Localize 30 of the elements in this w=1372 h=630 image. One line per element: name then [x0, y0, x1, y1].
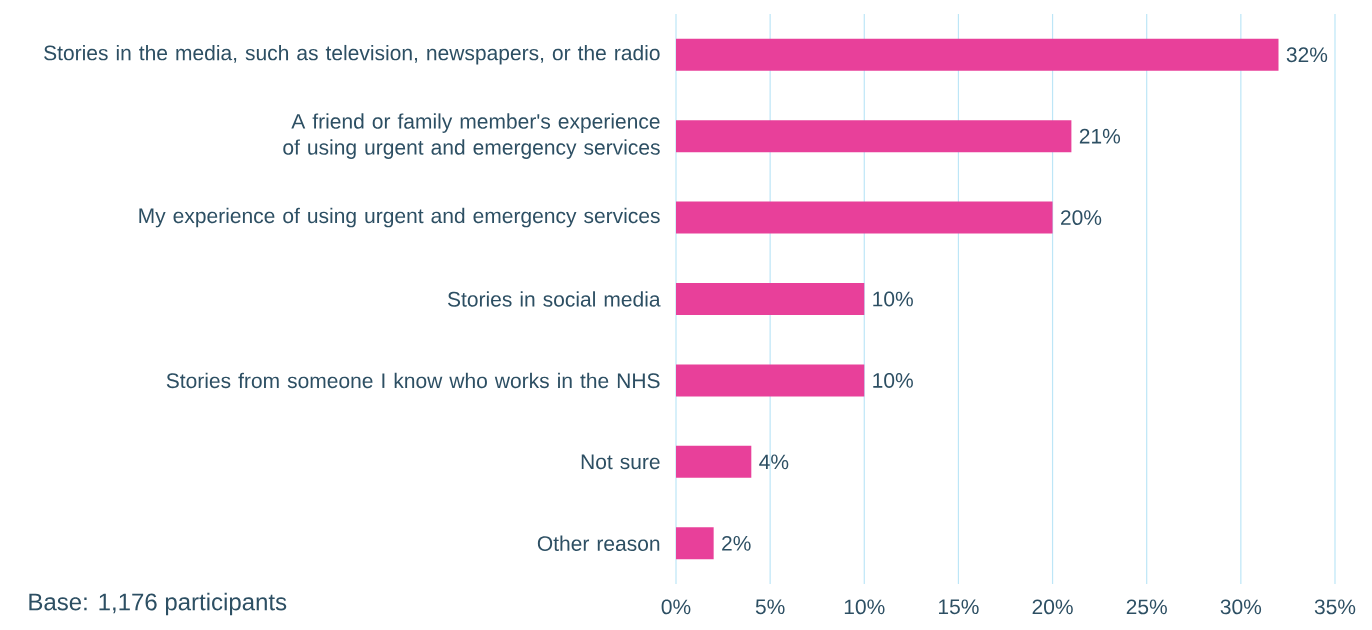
data-label: 21% — [1079, 128, 1121, 144]
x-tick-label: 25% — [1126, 599, 1167, 615]
x-tick-label: 10% — [844, 599, 885, 615]
data-label: 20% — [1061, 210, 1102, 226]
y-tick-label: A friend or family member's experience of using urgent and emergency services — [283, 113, 660, 159]
x-tick-label: 5% — [755, 599, 785, 615]
data-label: 2% — [722, 535, 751, 551]
x-tick-label: 0% — [661, 599, 691, 615]
data-label: 10% — [873, 291, 913, 307]
bar — [676, 527, 714, 560]
x-tick-label: 15% — [939, 599, 979, 615]
x-tick-label: 35% — [1314, 599, 1356, 615]
bar — [676, 364, 865, 397]
data-label: 4% — [759, 454, 789, 470]
data-label: 32% — [1286, 47, 1328, 63]
y-tick-label: Stories from someone I know who works in the NHS — [166, 372, 660, 389]
bar — [676, 38, 1279, 71]
bar — [676, 445, 752, 478]
text: Base: 1,176 participants — [29, 592, 287, 616]
y-tick-label: Stories in social media — [447, 291, 661, 307]
bar — [676, 283, 865, 315]
y-tick-label: My experience of using urgent and emergency services — [139, 207, 660, 228]
y-tick-label: Other reason — [537, 535, 660, 552]
y-tick-label: Stories in the media, such as television, newspapers, or the radio — [44, 44, 660, 65]
data-label: 10% — [873, 373, 913, 388]
bar — [676, 201, 1053, 234]
x-tick-label: 30% — [1220, 599, 1262, 615]
x-tick-label: 20% — [1032, 599, 1073, 615]
y-tick-label: Not sure — [581, 454, 660, 470]
bar — [676, 120, 1072, 153]
